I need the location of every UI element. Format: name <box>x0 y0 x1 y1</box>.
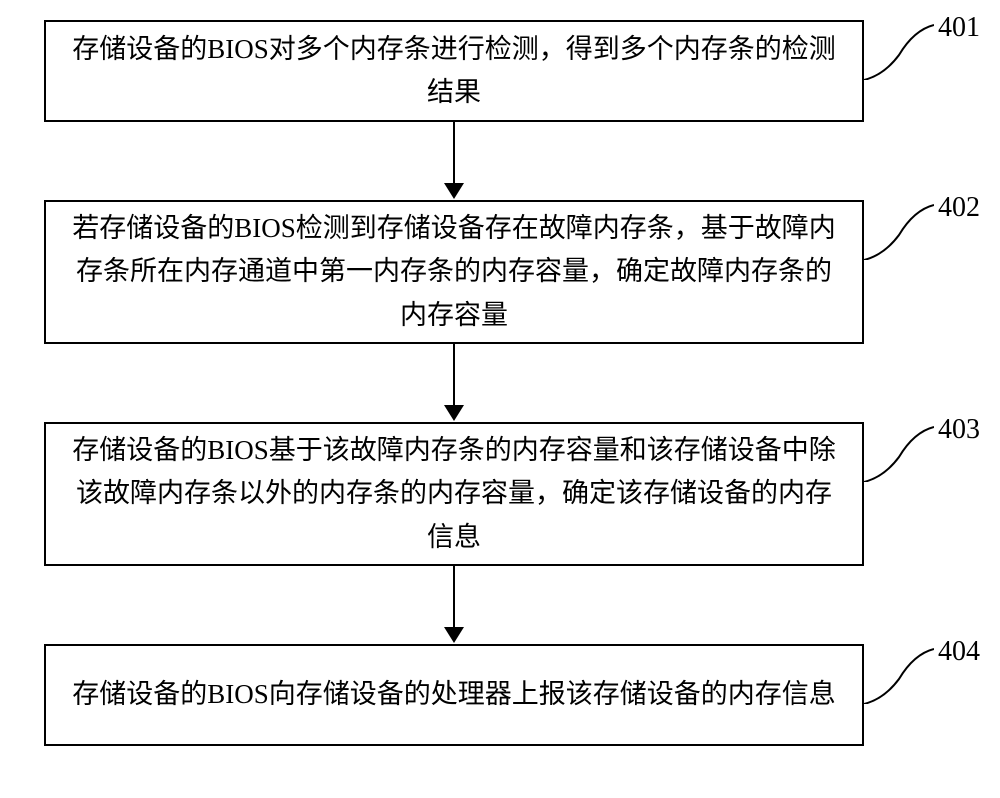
label-bracket-404 <box>864 644 934 704</box>
label-text-402: 402 <box>938 192 980 223</box>
step-box-401: 存储设备的BIOS对多个内存条进行检测，得到多个内存条的检测结果 <box>44 20 864 122</box>
label-bracket-401 <box>864 20 934 80</box>
arrow-2 <box>444 344 464 421</box>
arrow-3 <box>444 566 464 643</box>
step-label-403: 403 <box>938 414 980 446</box>
step-label-401: 401 <box>938 12 980 44</box>
step-box-404: 存储设备的BIOS向存储设备的处理器上报该存储设备的内存信息 <box>44 644 864 746</box>
step-text-403: 存储设备的BIOS基于该故障内存条的内存容量和该存储设备中除该故障内存条以外的内… <box>66 429 842 559</box>
arrow-1 <box>444 122 464 199</box>
label-text-401: 401 <box>938 12 980 43</box>
step-text-401: 存储设备的BIOS对多个内存条进行检测，得到多个内存条的检测结果 <box>66 28 842 114</box>
label-text-404: 404 <box>938 636 980 667</box>
step-label-402: 402 <box>938 192 980 224</box>
label-bracket-403 <box>864 422 934 482</box>
step-box-402: 若存储设备的BIOS检测到存储设备存在故障内存条，基于故障内存条所在内存通道中第… <box>44 200 864 344</box>
label-text-403: 403 <box>938 414 980 445</box>
step-box-403: 存储设备的BIOS基于该故障内存条的内存容量和该存储设备中除该故障内存条以外的内… <box>44 422 864 566</box>
flowchart-container: 存储设备的BIOS对多个内存条进行检测，得到多个内存条的检测结果 401 若存储… <box>0 0 1000 798</box>
step-text-404: 存储设备的BIOS向存储设备的处理器上报该存储设备的内存信息 <box>72 673 836 716</box>
label-bracket-402 <box>864 200 934 260</box>
step-label-404: 404 <box>938 636 980 668</box>
step-text-402: 若存储设备的BIOS检测到存储设备存在故障内存条，基于故障内存条所在内存通道中第… <box>66 207 842 337</box>
